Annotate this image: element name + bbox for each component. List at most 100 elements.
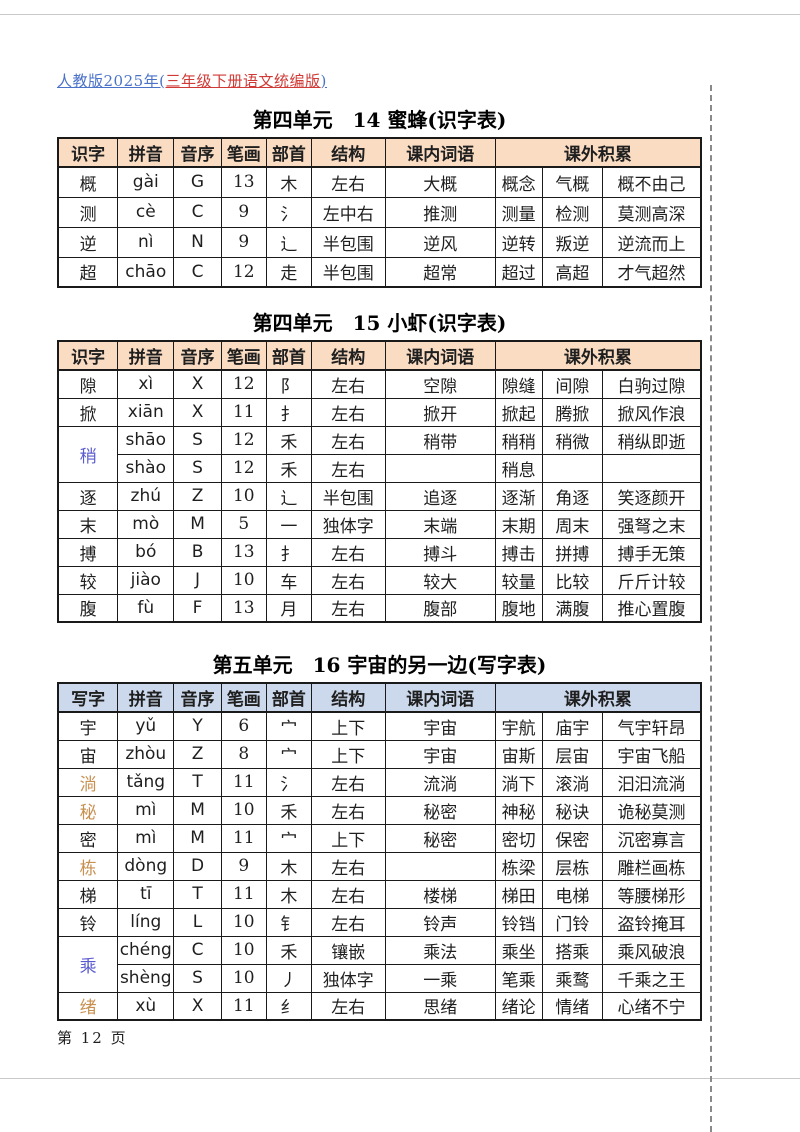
radical-cell: 宀 (265, 823, 312, 853)
alphabet-order-cell: C (173, 196, 222, 228)
character-cell: 宙 (57, 739, 119, 769)
extra-accumulation-cell: 诡秘莫测 (602, 795, 702, 825)
stroke-count-cell: 9 (220, 226, 267, 258)
column-header: 音序 (173, 137, 222, 168)
stroke-count-cell: 10 (220, 795, 267, 825)
in-text-word-cell: 大概 (384, 166, 496, 198)
extra-accumulation-cell: 推心置腹 (602, 593, 702, 623)
character-cell: 栋 (57, 851, 119, 881)
pinyin-cell: fù (117, 593, 175, 623)
edition-header-suffix: ) (320, 72, 327, 90)
extra-accumulation-cell: 逆转 (494, 226, 543, 258)
stroke-count-cell: 10 (220, 481, 267, 511)
column-header: 识字 (57, 137, 119, 168)
unit-title-xiaoxia: 第四单元 15 小虾(识字表) (252, 311, 507, 335)
extra-accumulation-cell: 宇宙飞船 (602, 739, 702, 769)
table-row: 栋 dòng D 9 木左右 栋梁 层栋 雕栏画栋 (57, 851, 702, 881)
table-row: 绪 xù X 11 纟左右 思绪 绪论 情绪 心绪不宁 (57, 991, 702, 1021)
table-row: 秘 mì M 10 禾左右 秘密 神秘 秘诀 诡秘莫测 (57, 795, 702, 825)
extra-accumulation-cell: 盗铃掩耳 (602, 907, 702, 937)
extra-accumulation-cell: 掀风作浪 (602, 397, 702, 427)
structure-cell: 上下 (310, 711, 386, 741)
character-cell: 逐 (57, 481, 119, 511)
table-row: 淌 tǎng T 11 氵左右 流淌 淌下 滚淌 汩汩流淌 (57, 767, 702, 797)
extra-accumulation-cell: 等腰梯形 (602, 879, 702, 909)
alphabet-order-cell: Y (173, 711, 222, 741)
table-row: 逐 zhú Z 10 辶半包围 追逐 逐渐 角逐 笑逐颜开 (57, 481, 702, 511)
extra-accumulation-cell: 梯田 (494, 879, 543, 909)
extra-accumulation-cell: 情绪 (541, 991, 604, 1021)
stroke-count-cell: 11 (220, 397, 267, 427)
table-row: shào S 12 禾左右 稍息 (58, 453, 702, 483)
extra-accumulation-cell: 较量 (494, 565, 543, 595)
stroke-count-cell: 10 (220, 907, 267, 937)
pinyin-cell: mì (117, 795, 175, 825)
column-header: 部首 (265, 137, 312, 168)
table-row: 宙 zhòu Z 8 宀上下 宇宙 宙斯 层宙 宇宙飞船 (57, 739, 702, 769)
in-text-word-cell: 稍带 (384, 425, 496, 455)
column-header: 识字 (57, 340, 119, 371)
extra-accumulation-cell (541, 453, 604, 483)
pinyin-cell: líng (117, 907, 175, 937)
radical-cell: 钅 (265, 907, 312, 937)
alphabet-order-cell: Z (173, 739, 222, 769)
edition-header-link[interactable]: 人教版2025年(三年级下册语文统编版) (57, 70, 702, 91)
extra-accumulation-cell: 斤斤计较 (602, 565, 702, 595)
table-row: 隙 xì X 12 阝左右 空隙 隙缝 间隙 白驹过隙 (57, 369, 702, 399)
in-text-word-cell: 空隙 (384, 369, 496, 399)
alphabet-order-cell: B (173, 537, 222, 567)
pinyin-cell: bó (117, 537, 175, 567)
character-cell: 稍 (57, 425, 119, 483)
stroke-count-cell: 9 (220, 851, 267, 881)
in-text-word-cell: 超常 (384, 256, 496, 288)
radical-cell: 一 (265, 509, 312, 539)
radical-cell: 禾 (265, 453, 312, 483)
extra-accumulation-cell: 千乘之王 (602, 963, 702, 993)
column-header: 课外积累 (494, 137, 702, 168)
in-text-word-cell: 末端 (384, 509, 496, 539)
header-row: 识字 拼音 音序 笔画 部首 结构 课内词语 课外积累 (57, 340, 702, 371)
extra-accumulation-cell: 心绪不宁 (602, 991, 702, 1021)
stroke-count-cell: 12 (220, 369, 267, 399)
stroke-count-cell: 5 (220, 509, 267, 539)
character-cell: 淌 (57, 767, 119, 797)
column-header: 课外积累 (494, 682, 702, 713)
extra-accumulation-cell: 超过 (494, 256, 543, 288)
in-text-word-cell (384, 851, 496, 881)
structure-cell: 半包围 (310, 256, 386, 288)
extra-accumulation-cell: 高超 (541, 256, 604, 288)
stroke-count-cell: 10 (220, 963, 267, 993)
extra-accumulation-cell: 搏手无策 (602, 537, 702, 567)
pinyin-cell: tī (117, 879, 175, 909)
character-cell: 密 (57, 823, 119, 853)
alphabet-order-cell: F (173, 593, 222, 623)
structure-cell: 上下 (310, 823, 386, 853)
extra-accumulation-cell: 笔乘 (494, 963, 543, 993)
extra-accumulation-cell: 逐渐 (494, 481, 543, 511)
extra-accumulation-cell: 门铃 (541, 907, 604, 937)
extra-accumulation-cell: 笑逐颜开 (602, 481, 702, 511)
extra-accumulation-cell: 乘坐 (494, 935, 543, 965)
character-cell: 末 (57, 509, 119, 539)
pinyin-cell: xiān (117, 397, 175, 427)
structure-cell: 左右 (310, 453, 386, 483)
page-number: 第 12 页 (57, 1029, 128, 1047)
table-row: 概 gài G 13 木左右 大概 概念 气概 概不由己 (57, 166, 702, 198)
edition-header-prefix: 人教版2025年( (57, 72, 166, 90)
column-header: 笔画 (220, 137, 267, 168)
radical-cell: 阝 (265, 369, 312, 399)
extra-accumulation-cell: 概不由己 (602, 166, 702, 198)
character-cell: 测 (57, 196, 119, 228)
stroke-count-cell: 11 (220, 879, 267, 909)
pinyin-cell: cè (117, 196, 175, 228)
extra-accumulation-cell: 气概 (541, 166, 604, 198)
column-header: 拼音 (117, 682, 175, 713)
alphabet-order-cell: M (173, 823, 222, 853)
character-cell: 腹 (57, 593, 119, 623)
radical-cell: 丿 (265, 963, 312, 993)
structure-cell: 左右 (310, 767, 386, 797)
in-text-word-cell (384, 453, 496, 483)
structure-cell: 上下 (310, 739, 386, 769)
alphabet-order-cell: J (173, 565, 222, 595)
